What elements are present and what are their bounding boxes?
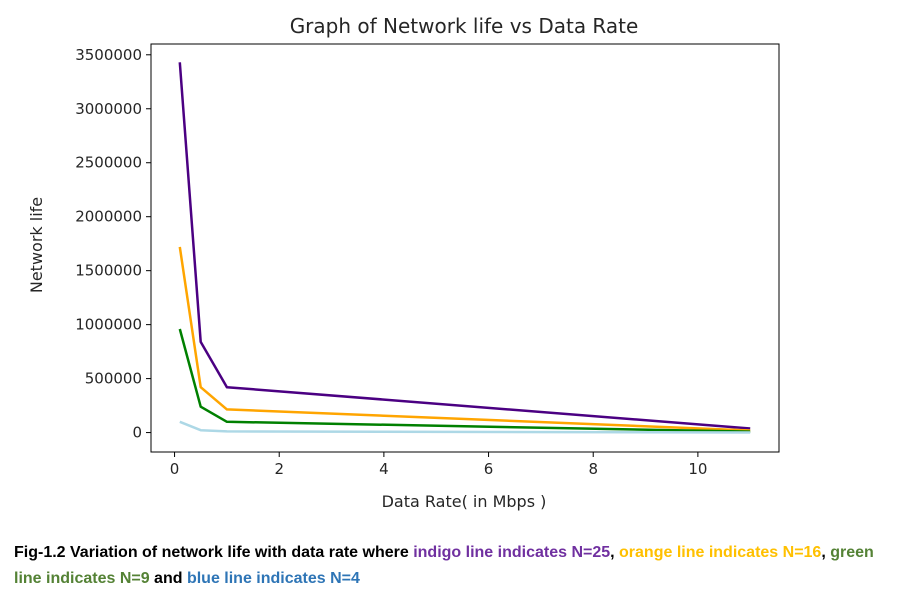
x-tick-label: 2 bbox=[274, 460, 284, 478]
plot-frame bbox=[150, 43, 780, 453]
caption-separator: , bbox=[821, 544, 831, 561]
x-tick-label: 0 bbox=[170, 460, 180, 478]
network-life-chart: Graph of Network life vs Data Rate 0 2 4 6 8… bbox=[27, 14, 780, 511]
y-tick-label: 2500000 bbox=[75, 154, 142, 172]
y-tick-label: 1000000 bbox=[75, 316, 142, 334]
y-tick-label: 500000 bbox=[85, 370, 142, 388]
caption-green-text: green line indicates N=9 bbox=[14, 544, 874, 587]
series-line-1 bbox=[178, 62, 751, 430]
caption-separator: and bbox=[149, 570, 187, 587]
y-tick-label: 0 bbox=[132, 424, 142, 442]
y-axis-label: Network life bbox=[27, 197, 46, 293]
series-line-3 bbox=[178, 328, 751, 433]
y-tick-label: 1500000 bbox=[75, 262, 142, 280]
y-tick-label: 2000000 bbox=[75, 208, 142, 226]
x-axis-label: Data Rate( in Mbps ) bbox=[382, 492, 547, 511]
x-tick-label: 8 bbox=[588, 460, 598, 478]
y-tick-label: 3500000 bbox=[75, 46, 142, 64]
series-line-2 bbox=[178, 246, 751, 432]
caption-text: Fig-1.2 Variation of network life with d… bbox=[14, 544, 414, 561]
caption-separator: , bbox=[610, 544, 620, 561]
caption-blue-text: blue line indicates N=4 bbox=[186, 570, 360, 587]
series-line-4 bbox=[179, 420, 751, 434]
caption-indigo-text: indigo line indicates N=25 bbox=[413, 544, 611, 561]
chart-title: Graph of Network life vs Data Rate bbox=[290, 14, 639, 38]
caption-orange-text: orange line indicates N=16 bbox=[619, 544, 822, 561]
plot-area: 0 2 4 6 8 10 0 500000 1000000 1500000 2000000 25000… bbox=[75, 43, 780, 478]
x-tick-label: 10 bbox=[688, 460, 707, 478]
x-tick-label: 4 bbox=[379, 460, 389, 478]
x-tick-label: 6 bbox=[484, 460, 494, 478]
y-tick-label: 3000000 bbox=[75, 100, 142, 118]
figure-caption: Fig-1.2 Variation of network life with d… bbox=[14, 540, 894, 592]
